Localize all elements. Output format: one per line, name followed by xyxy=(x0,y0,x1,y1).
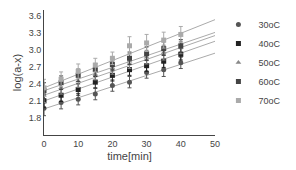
svg-text:0: 0 xyxy=(41,139,46,149)
svg-text:20: 20 xyxy=(107,139,117,149)
svg-text:3.0: 3.0 xyxy=(29,45,42,55)
svg-text:3.6: 3.6 xyxy=(29,11,42,21)
svg-text:2.1: 2.1 xyxy=(29,96,42,106)
svg-text:10: 10 xyxy=(73,139,83,149)
svg-text:3.3: 3.3 xyxy=(29,28,42,38)
svg-text:2.7: 2.7 xyxy=(29,62,42,72)
svg-text:30: 30 xyxy=(142,139,152,149)
svg-text:60oC: 60oC xyxy=(258,77,280,87)
svg-text:30oC: 30oC xyxy=(258,20,280,30)
svg-text:40oC: 40oC xyxy=(258,39,280,49)
svg-text:50oC: 50oC xyxy=(258,58,280,68)
svg-text:40: 40 xyxy=(176,139,186,149)
svg-text:50: 50 xyxy=(210,139,220,149)
svg-text:time[min]: time[min] xyxy=(107,150,152,162)
svg-text:1.8: 1.8 xyxy=(29,113,42,123)
svg-text:log(a-x): log(a-x) xyxy=(11,54,23,91)
svg-text:70oC: 70oC xyxy=(258,96,280,106)
svg-text:2.4: 2.4 xyxy=(29,79,42,89)
